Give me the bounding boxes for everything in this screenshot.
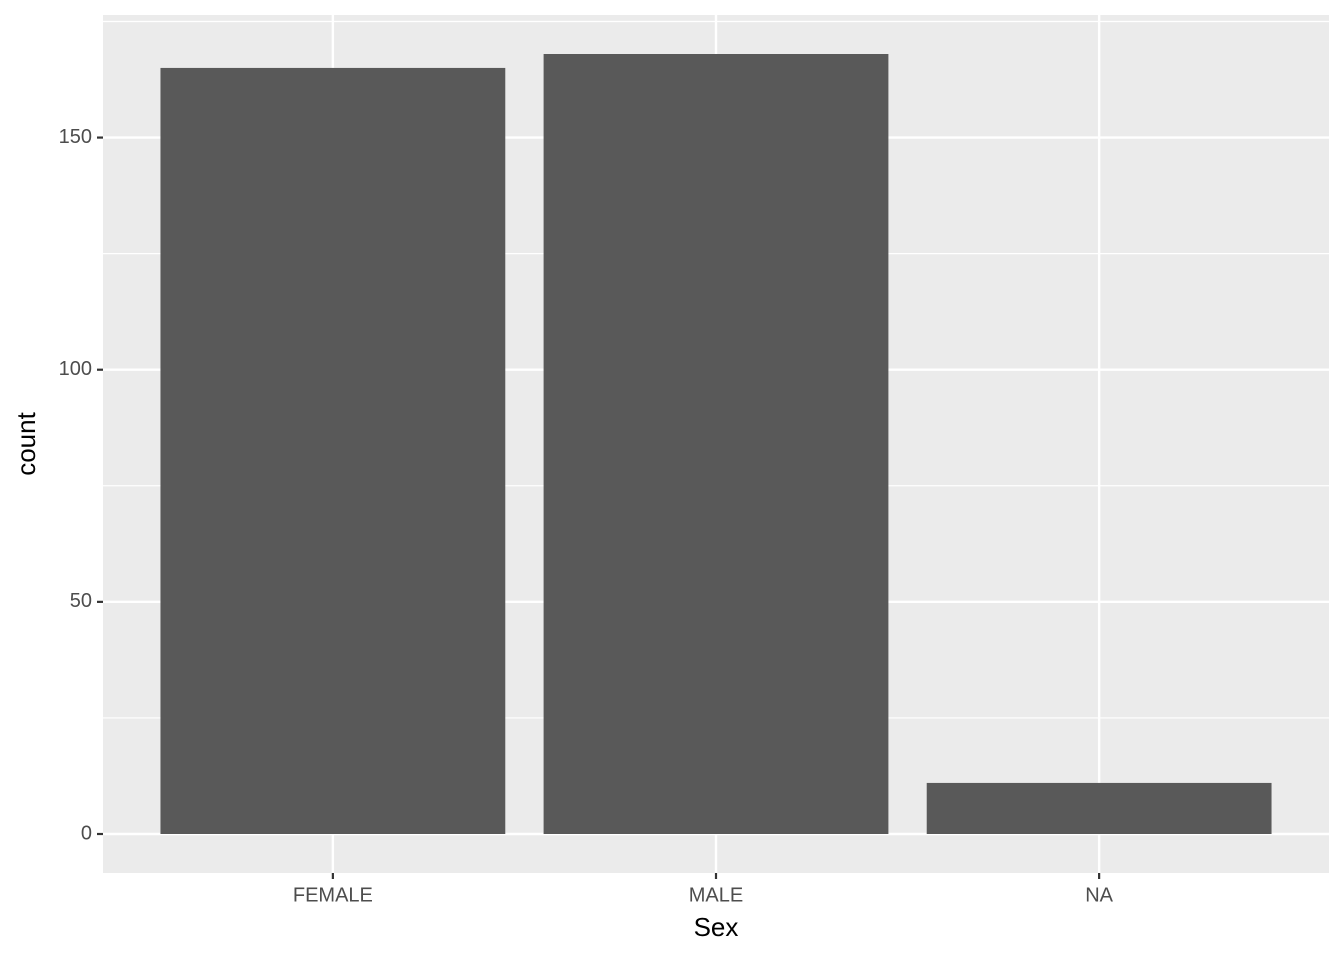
bar (926, 782, 1272, 834)
y-tick-label: 150 (59, 126, 92, 148)
bar (543, 54, 889, 834)
y-tick-label: 0 (81, 822, 92, 844)
x-tick-label: NA (1085, 884, 1113, 906)
y-tick-label: 50 (70, 590, 92, 612)
bar (160, 67, 506, 834)
x-tick-label: MALE (689, 884, 743, 906)
marks (160, 54, 1272, 834)
y-tick-label: 100 (59, 358, 92, 380)
x-axis-title: Sex (694, 912, 739, 942)
x-tick-label: FEMALE (293, 884, 373, 906)
y-axis-title: count (11, 411, 41, 475)
